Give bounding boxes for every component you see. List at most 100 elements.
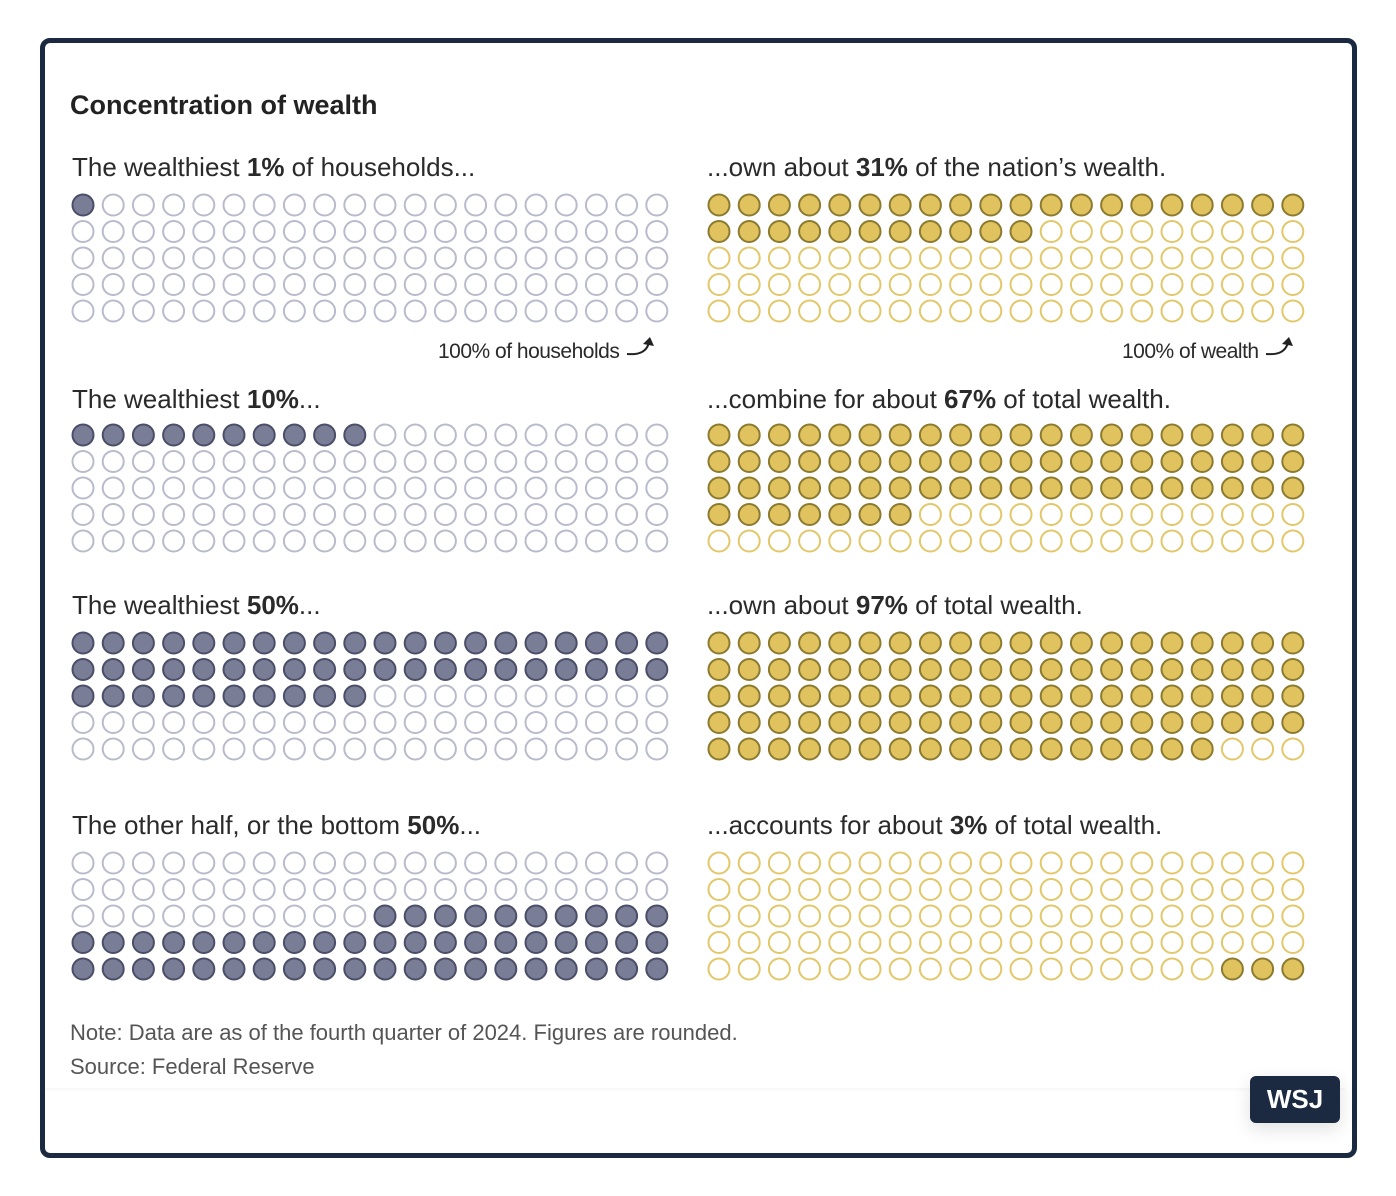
waffle-dot-empty bbox=[1130, 503, 1154, 526]
waffle-dot-empty bbox=[101, 299, 125, 323]
header-post: ... bbox=[298, 384, 321, 414]
waffle-dot-filled bbox=[949, 476, 973, 500]
waffle-dot-empty bbox=[707, 851, 731, 875]
waffle-households bbox=[71, 631, 669, 761]
waffle-dot-empty bbox=[1160, 503, 1184, 526]
waffle-dot-filled bbox=[858, 503, 882, 526]
waffle-dot-filled bbox=[615, 931, 639, 954]
waffle-dot-filled bbox=[524, 957, 548, 981]
waffle-dot-empty bbox=[162, 878, 186, 901]
waffle-dot-empty bbox=[524, 450, 548, 473]
waffle-dot-empty bbox=[979, 273, 1003, 296]
waffle-dot-empty bbox=[162, 246, 186, 270]
waffle-dot-empty bbox=[222, 529, 246, 553]
waffle-dot-filled bbox=[71, 931, 95, 954]
waffle-dot-empty bbox=[373, 503, 397, 526]
waffle-dot-empty bbox=[645, 423, 669, 447]
waffle-dot-empty bbox=[71, 246, 95, 270]
waffle-dot-empty bbox=[858, 904, 882, 928]
waffle-dot-empty bbox=[464, 476, 488, 500]
waffle-dot-filled bbox=[1160, 684, 1184, 708]
waffle-dot-empty bbox=[71, 476, 95, 500]
waffle-dot-filled bbox=[1251, 193, 1275, 217]
waffle-dot-filled bbox=[1009, 193, 1033, 217]
waffle-dot-empty bbox=[1281, 737, 1305, 761]
waffle-dot-empty bbox=[464, 737, 488, 761]
waffle-dot-empty bbox=[101, 450, 125, 473]
waffle-dot-empty bbox=[403, 423, 427, 447]
waffle-dot-empty bbox=[645, 476, 669, 500]
waffle-dot-filled bbox=[1069, 450, 1093, 473]
waffle-dot-empty bbox=[192, 246, 216, 270]
waffle-dot-empty bbox=[494, 423, 518, 447]
header-pre: The other half, or the bottom bbox=[72, 810, 408, 840]
waffle-dot-empty bbox=[282, 450, 306, 473]
waffle-dot-empty bbox=[494, 529, 518, 553]
waffle-dot-filled bbox=[615, 631, 639, 655]
waffle-dot-filled bbox=[343, 684, 367, 708]
waffle-dot-empty bbox=[433, 711, 457, 734]
waffle-dot-filled bbox=[101, 423, 125, 447]
waffle-dot-empty bbox=[918, 273, 942, 296]
waffle-dot-empty bbox=[1069, 957, 1093, 981]
waffle-dot-filled bbox=[798, 684, 822, 708]
waffle-dot-empty bbox=[767, 878, 791, 901]
waffle-dot-empty bbox=[1009, 931, 1033, 954]
waffle-dot-empty bbox=[252, 503, 276, 526]
header-bold: 50% bbox=[246, 590, 299, 620]
waffle-dot-empty bbox=[1100, 299, 1124, 323]
waffle-dot-empty bbox=[524, 684, 548, 708]
waffle-dot-empty bbox=[1220, 904, 1244, 928]
waffle-dot-filled bbox=[798, 658, 822, 681]
waffle-dot-filled bbox=[1220, 684, 1244, 708]
waffle-dot-empty bbox=[222, 193, 246, 217]
waffle-dot-filled bbox=[222, 684, 246, 708]
waffle-dot-empty bbox=[767, 273, 791, 296]
waffle-dot-empty bbox=[282, 193, 306, 217]
waffle-dot-filled bbox=[737, 503, 761, 526]
waffle-dot-filled bbox=[888, 631, 912, 655]
waffle-dot-empty bbox=[615, 423, 639, 447]
waffle-dot-empty bbox=[373, 476, 397, 500]
waffle-dot-empty bbox=[615, 450, 639, 473]
households-annotation: 100% of households bbox=[438, 336, 659, 364]
waffle-dot-filled bbox=[707, 220, 731, 243]
waffle-dot-empty bbox=[343, 299, 367, 323]
waffle-dot-filled bbox=[1220, 450, 1244, 473]
waffle-dot-empty bbox=[1251, 931, 1275, 954]
waffle-dot-filled bbox=[1009, 423, 1033, 447]
waffle-dot-empty bbox=[737, 957, 761, 981]
waffle-dot-filled bbox=[828, 220, 852, 243]
waffle-dot-empty bbox=[554, 246, 578, 270]
waffle-dot-filled bbox=[707, 658, 731, 681]
waffle-dot-empty bbox=[403, 529, 427, 553]
waffle-dot-filled bbox=[433, 931, 457, 954]
waffle-dot-empty bbox=[1220, 220, 1244, 243]
waffle-dot-filled bbox=[1190, 193, 1214, 217]
waffle-dot-empty bbox=[858, 529, 882, 553]
waffle-dot-empty bbox=[343, 273, 367, 296]
waffle-dot-filled bbox=[131, 631, 155, 655]
waffle-dot-empty bbox=[1130, 246, 1154, 270]
waffle-dot-empty bbox=[1009, 503, 1033, 526]
waffle-dot-filled bbox=[1220, 476, 1244, 500]
waffle-dot-filled bbox=[858, 658, 882, 681]
waffle-dot-empty bbox=[615, 299, 639, 323]
waffle-dot-empty bbox=[222, 503, 246, 526]
header-pre: The wealthiest bbox=[72, 590, 247, 620]
waffle-dot-empty bbox=[979, 957, 1003, 981]
waffle-dot-empty bbox=[1009, 851, 1033, 875]
waffle-dot-filled bbox=[1130, 658, 1154, 681]
waffle-dot-filled bbox=[1251, 711, 1275, 734]
waffle-dot-filled bbox=[888, 711, 912, 734]
waffle-dot-filled bbox=[615, 658, 639, 681]
waffle-dot-empty bbox=[1039, 299, 1063, 323]
waffle-dot-empty bbox=[101, 529, 125, 553]
waffle-dot-filled bbox=[554, 931, 578, 954]
waffle-dot-empty bbox=[1190, 904, 1214, 928]
waffle-dot-filled bbox=[1160, 737, 1184, 761]
waffle-dot-filled bbox=[282, 684, 306, 708]
waffle-dot-filled bbox=[1281, 423, 1305, 447]
waffle-dot-empty bbox=[1130, 931, 1154, 954]
waffle-dot-empty bbox=[313, 904, 337, 928]
